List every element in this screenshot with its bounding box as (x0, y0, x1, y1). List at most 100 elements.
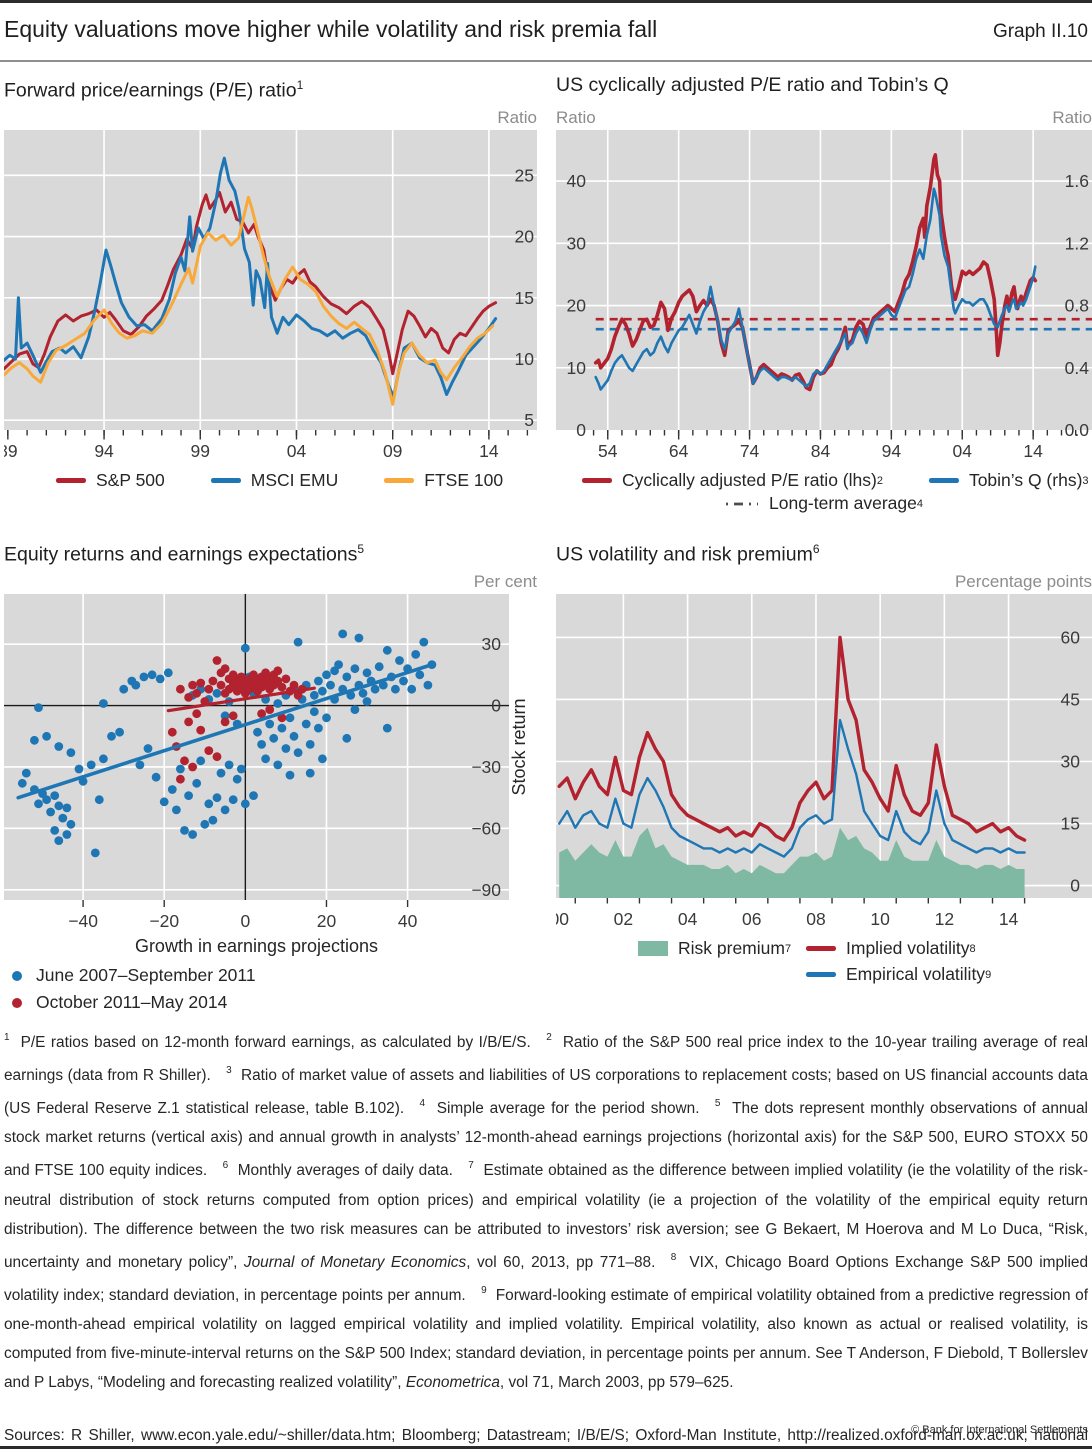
svg-text:0: 0 (240, 911, 250, 931)
legend-item-msci-emu: MSCI EMU (210, 470, 338, 491)
panel-returns-expectations: Equity returns and earnings expectations… (4, 536, 537, 1019)
footnote-ref: 5 (357, 542, 365, 556)
volatility-chart: 00 02 04 06 08 10 12 14 60 45 30 15 0 (556, 594, 1092, 929)
svg-text:0: 0 (1070, 876, 1080, 896)
axis-unit-row: Ratio Ratio (556, 102, 1092, 130)
svg-text:09: 09 (383, 441, 402, 461)
svg-text:0.4: 0.4 (1065, 358, 1090, 378)
svg-text:99: 99 (191, 441, 210, 461)
panel-title-text: US cyclically adjusted P/E ratio and Tob… (556, 74, 949, 96)
svg-text:15: 15 (1061, 814, 1080, 834)
right-y-axis-unit: Ratio (1052, 108, 1092, 127)
legend-item-implied-volatility: Implied volatility 8 (806, 938, 976, 959)
panel-cape-tobin: US cyclically adjusted P/E ratio and Tob… (556, 72, 1092, 514)
panel-title-text: Equity returns and earnings expectations (4, 543, 358, 566)
implied-vol-line-swatch (806, 946, 836, 951)
svg-text:45: 45 (1061, 689, 1080, 709)
legend-item-risk-premium: Risk premium 7 (638, 938, 806, 959)
cape-tobin-chart: 54 64 74 84 94 04 14 40 30 20 10 0 1.6 1.2 0.8 0.4 0.0 (556, 130, 1092, 461)
svg-text:5: 5 (524, 410, 534, 430)
panel-title-cape-tobin: US cyclically adjusted P/E ratio and Tob… (556, 72, 1092, 98)
footnote-ref: 8 (969, 942, 976, 955)
svg-text:06: 06 (742, 909, 761, 929)
footnote-ref: 6 (812, 542, 820, 556)
panel-volatility-risk-premium: US volatility and risk premium6 Percenta… (556, 536, 1092, 990)
svg-text:10: 10 (515, 349, 535, 369)
svg-text:15: 15 (515, 288, 534, 308)
legend-item-period-2: October 2011–May 2014 (12, 992, 537, 1013)
copyright-notice: © Bank for International Settlements (911, 1424, 1088, 1436)
svg-text:74: 74 (740, 441, 760, 461)
tobin-q-line-swatch (928, 478, 959, 483)
svg-text:30: 30 (567, 233, 587, 253)
legend-item-cape: Cyclically adjusted P/E ratio (lhs) 2 (582, 470, 883, 491)
ftse100-line-swatch (384, 478, 415, 483)
left-y-axis-unit: Ratio (556, 108, 596, 127)
legend-label: October 2011–May 2014 (36, 992, 228, 1012)
svg-text:14: 14 (999, 909, 1019, 929)
svg-text:Stock return: Stock return (509, 698, 529, 795)
svg-text:40: 40 (567, 171, 587, 191)
svg-text:0: 0 (491, 696, 501, 716)
legend-item-tobin-q: Tobin’s Q (rhs) 3 (928, 470, 1089, 491)
legend-label: Tobin’s Q (rhs) (968, 470, 1083, 490)
panel-title-text: US volatility and risk premium (556, 543, 813, 566)
svg-text:−90: −90 (471, 880, 501, 900)
dashed-line-swatch (726, 502, 758, 505)
y-axis-unit: Per cent (473, 572, 537, 591)
svg-text:10: 10 (870, 909, 890, 929)
footnote-ref: 4 (916, 497, 923, 510)
legend-item-long-term-average: Long-term average 4 (725, 493, 923, 514)
svg-text:14: 14 (479, 441, 499, 461)
svg-text:08: 08 (806, 909, 825, 929)
svg-text:1.6: 1.6 (1065, 171, 1089, 191)
svg-text:04: 04 (678, 909, 698, 929)
legend-label: Implied volatility (846, 938, 970, 958)
svg-text:−40: −40 (68, 911, 98, 931)
svg-text:−20: −20 (149, 911, 179, 931)
svg-text:0.8: 0.8 (1065, 296, 1089, 316)
svg-text:10: 10 (567, 358, 587, 378)
footnote-ref: 3 (1082, 474, 1089, 487)
svg-text:30: 30 (1061, 752, 1081, 772)
legend-returns-expectations: June 2007–September 2011 October 2011–Ma… (4, 965, 537, 1013)
panel-title-returns-expectations: Equity returns and earnings expectations… (4, 536, 537, 566)
risk-premium-area-swatch (638, 941, 668, 956)
panel-title-volatility: US volatility and risk premium6 (556, 536, 1092, 566)
svg-text:04: 04 (953, 441, 973, 461)
top-rule (0, 0, 1092, 3)
svg-text:40: 40 (398, 911, 418, 931)
panel-title-forward-pe: Forward price/earnings (P/E) ratio1 (4, 72, 537, 102)
panel-forward-pe: Forward price/earnings (P/E) ratio1 Rati… (4, 72, 537, 491)
legend-item-ftse100: FTSE 100 (384, 470, 503, 491)
header-divider (0, 60, 1092, 62)
sources-paragraph: Sources: R Shiller, www.econ.yale.edu/~s… (4, 1426, 1088, 1444)
legend-item-empirical-volatility: Empirical volatility 9 (806, 964, 991, 985)
legend-label: S&P 500 (96, 470, 165, 490)
svg-text:25: 25 (515, 165, 534, 185)
svg-text:20: 20 (317, 911, 337, 931)
legend-volatility: Risk premium 7 Implied volatility 8 Empiri… (556, 938, 1092, 985)
axis-unit-row: Percentage points (556, 566, 1092, 594)
svg-text:20: 20 (567, 296, 587, 316)
footnote-ref: 9 (985, 968, 992, 981)
svg-text:1.2: 1.2 (1065, 233, 1089, 253)
svg-text:12: 12 (935, 909, 954, 929)
footnote-ref: 7 (784, 942, 792, 955)
svg-text:−30: −30 (471, 757, 501, 777)
svg-text:89: 89 (4, 441, 18, 461)
legend-forward-pe: S&P 500 MSCI EMU FTSE 100 (4, 470, 537, 491)
legend-label: Risk premium (678, 938, 785, 958)
svg-text:54: 54 (598, 441, 618, 461)
svg-text:20: 20 (515, 227, 535, 247)
svg-text:−60: −60 (471, 818, 501, 838)
footnote-ref: 2 (876, 474, 883, 487)
legend-label: June 2007–September 2011 (36, 965, 256, 985)
panel-title-text: Forward price/earnings (P/E) ratio (4, 79, 297, 102)
svg-text:04: 04 (287, 441, 307, 461)
legend-label: Cyclically adjusted P/E ratio (lhs) (622, 470, 877, 490)
footnotes-paragraph: 1 P/E ratios based on 12-month forward e… (4, 1032, 1088, 1391)
y-axis-unit: Percentage points (954, 572, 1092, 591)
svg-text:94: 94 (94, 441, 114, 461)
